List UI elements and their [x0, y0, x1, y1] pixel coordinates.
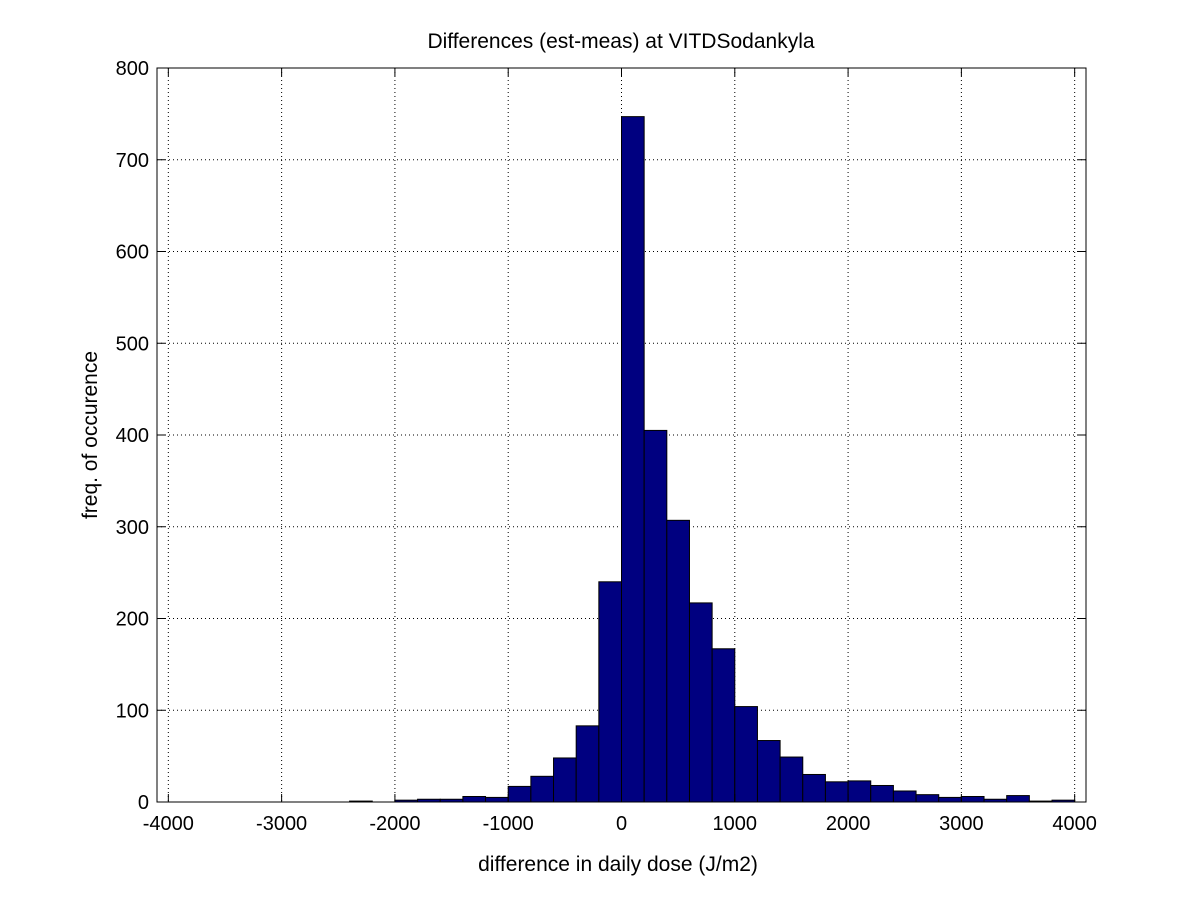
histogram-bar	[621, 116, 645, 803]
x-tick-label: 2000	[826, 813, 871, 835]
y-tick-label: 500	[116, 333, 149, 355]
histogram-bar	[1006, 795, 1030, 803]
histogram-bar	[575, 725, 600, 803]
histogram-bar	[688, 602, 713, 803]
y-axis-label: freq. of occurence	[79, 351, 102, 519]
y-tick-label: 800	[116, 58, 149, 80]
axis-ticks	[157, 67, 1086, 803]
x-tick-labels: -4000 -3000 -2000 -1000 0 1000 2000 3000 4000	[143, 813, 1097, 835]
x-tick-label: -2000	[369, 813, 420, 835]
y-tick-label: 0	[138, 792, 149, 814]
y-tick-labels: 0 100 200 300 400 500 600 700 800	[116, 58, 149, 814]
histogram-bars	[349, 116, 1076, 803]
histogram-bar	[847, 780, 872, 803]
histogram-bar	[892, 790, 917, 803]
histogram-bar	[530, 775, 555, 803]
x-tick-label: -3000	[256, 813, 307, 835]
y-tick-label: 300	[116, 517, 149, 539]
histogram-bar	[734, 706, 758, 803]
histogram-bar	[802, 773, 826, 803]
histogram-bar	[507, 785, 532, 803]
x-tick-label: 4000	[1052, 813, 1097, 835]
x-axis-label: difference in daily dose (J/m2)	[478, 853, 758, 876]
x-tick-label: -4000	[143, 813, 194, 835]
y-tick-label: 400	[116, 425, 149, 447]
histogram-bar	[824, 781, 849, 803]
x-tick-label: 0	[616, 813, 627, 835]
histogram-bar	[598, 581, 623, 803]
histogram-bar	[711, 648, 736, 803]
histogram-bar	[462, 795, 487, 803]
histogram-bar	[553, 757, 577, 803]
histogram-bar	[960, 795, 985, 803]
x-tick-label: -1000	[483, 813, 534, 835]
y-tick-label: 600	[116, 242, 149, 264]
histogram-bar	[915, 794, 940, 803]
histogram-bar	[870, 784, 894, 803]
histogram-bar	[938, 796, 962, 803]
histogram-bar	[485, 796, 509, 803]
histogram-bar	[756, 740, 781, 803]
histogram-bar	[643, 429, 668, 803]
x-tick-label: 1000	[713, 813, 758, 835]
chart-title: Differences (est-meas) at VITDSodankyla	[427, 30, 814, 53]
histogram-bar	[666, 519, 690, 803]
x-tick-label: 3000	[939, 813, 984, 835]
y-tick-label: 200	[116, 609, 149, 631]
y-tick-label: 100	[116, 700, 149, 722]
histogram-bar	[779, 756, 804, 803]
y-tick-label: 700	[116, 150, 149, 172]
